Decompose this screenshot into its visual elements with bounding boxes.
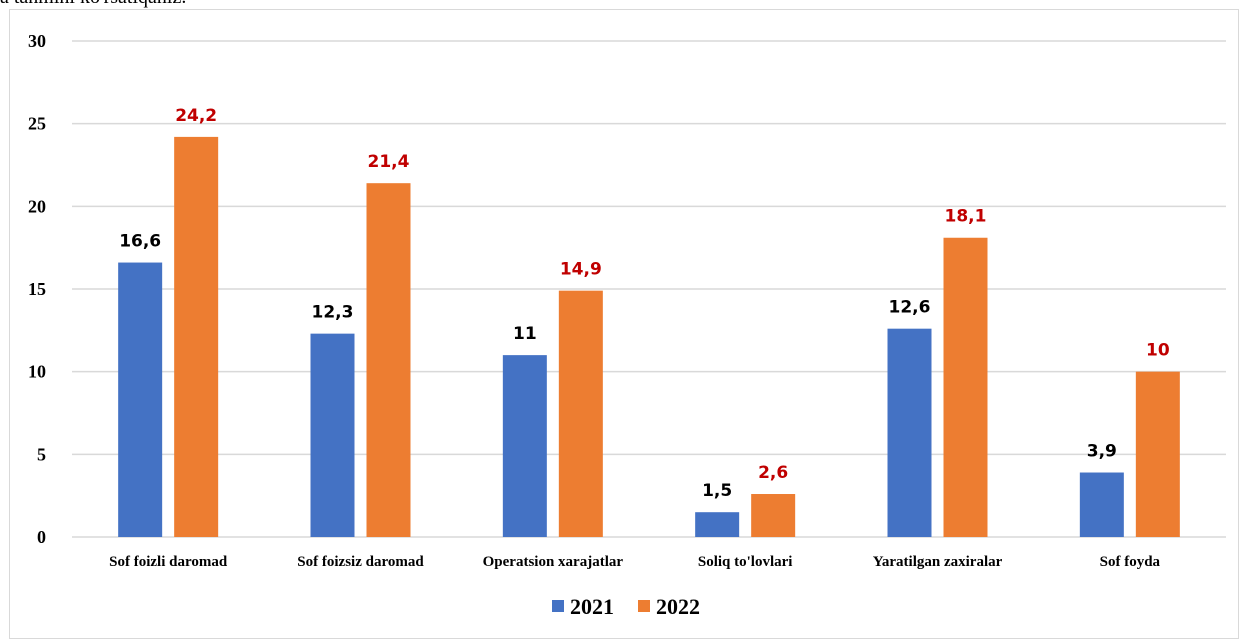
category-label: Sof foyda — [1100, 554, 1161, 570]
category-label: Yaratilgan zaxiralar — [873, 554, 1003, 570]
category-label: Soliq to'lovlari — [698, 554, 793, 570]
legend-swatch-2022 — [638, 600, 650, 612]
bar-2022 — [174, 137, 218, 537]
bar-2021 — [1080, 473, 1124, 537]
bar-2022 — [367, 183, 411, 537]
bar-2022 — [944, 238, 988, 537]
data-label-2022: 2,6 — [758, 463, 788, 483]
data-label-2022: 14,9 — [560, 260, 602, 280]
legend-label-2021: 2021 — [570, 594, 614, 619]
data-label-2021: 1,5 — [702, 481, 732, 501]
data-labels: 16,6 24,2 12,3 21,4 11 14,9 1,5 2,6 12,6 18,1 3,9 1… — [119, 106, 1170, 501]
y-axis: 0 5 10 15 20 25 30 — [28, 31, 46, 547]
data-label-2022: 24,2 — [175, 106, 217, 126]
category-label: Operatsion xarajatlar — [483, 554, 624, 570]
y-tick-label: 25 — [28, 114, 46, 134]
bar-2022 — [751, 494, 795, 537]
bar-2022 — [1136, 372, 1180, 537]
data-label-2022: 18,1 — [945, 207, 987, 227]
data-label-2021: 16,6 — [119, 232, 161, 252]
data-label-2022: 10 — [1146, 341, 1170, 361]
data-label-2021: 3,9 — [1087, 442, 1117, 462]
gridlines — [72, 41, 1226, 537]
data-label-2021: 12,6 — [889, 298, 931, 318]
data-label-2022: 21,4 — [368, 152, 410, 172]
bar-2021 — [503, 355, 547, 537]
category-label: Sof foizli daromad — [109, 554, 228, 570]
data-label-2021: 11 — [513, 324, 537, 344]
y-tick-label: 5 — [37, 444, 46, 464]
y-tick-label: 30 — [28, 31, 46, 51]
legend: 2021 2022 — [552, 594, 700, 619]
bars — [118, 137, 1180, 537]
bar-2021 — [311, 334, 355, 537]
y-tick-label: 0 — [37, 527, 46, 547]
bar-2022 — [559, 291, 603, 537]
y-tick-label: 10 — [28, 362, 46, 382]
bar-2021 — [118, 263, 162, 537]
category-labels: Sof foizli daromad Sof foizsiz daromad Ope… — [109, 554, 1160, 570]
bar-2021 — [888, 329, 932, 537]
data-label-2021: 12,3 — [312, 303, 354, 323]
legend-label-2022: 2022 — [656, 594, 700, 619]
category-label: Sof foizsiz daromad — [297, 554, 424, 570]
y-tick-label: 15 — [28, 279, 46, 299]
bar-2021 — [695, 512, 739, 537]
legend-swatch-2021 — [552, 600, 564, 612]
y-tick-label: 20 — [28, 196, 46, 216]
